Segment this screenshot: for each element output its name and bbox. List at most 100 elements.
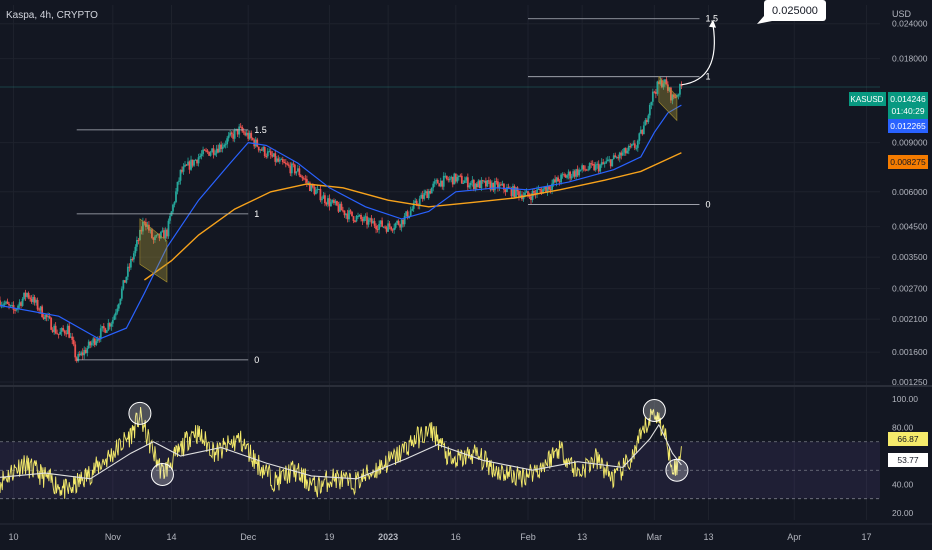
candle-body — [137, 239, 140, 241]
candle-body — [191, 159, 194, 166]
candle-body — [349, 210, 352, 212]
candle-body — [244, 132, 247, 136]
target-callout[interactable]: 0.025000 — [757, 0, 826, 24]
candle-body — [48, 316, 51, 318]
candle-body — [393, 227, 396, 230]
rsi-dip-circle-1[interactable] — [150, 462, 174, 486]
rsi-value-text: 66.87 — [897, 434, 919, 444]
candle-body — [385, 227, 388, 232]
candle-body — [47, 316, 50, 318]
candle-body — [322, 195, 325, 199]
candle-body — [522, 195, 525, 200]
candle-body — [569, 171, 572, 179]
rsi-dip-circle-2[interactable] — [665, 458, 689, 482]
candle-body — [463, 180, 466, 184]
candle-body — [366, 216, 368, 225]
bull-flag-1[interactable] — [139, 218, 168, 283]
candle-body — [539, 189, 541, 191]
candle-body — [495, 181, 498, 183]
candle-body — [105, 330, 108, 333]
candle-body — [433, 181, 436, 184]
candle-body — [396, 220, 399, 224]
rsi-peak-circle-1[interactable] — [128, 401, 152, 425]
candle-body — [247, 132, 250, 139]
candle-body — [518, 191, 520, 197]
candle-body — [603, 163, 606, 165]
bull-flag-2[interactable] — [658, 75, 678, 122]
rsi-band — [0, 441, 880, 500]
candle-body — [318, 189, 320, 191]
candle-body — [193, 160, 195, 166]
candle-body — [116, 308, 119, 313]
candle-body — [400, 219, 403, 228]
candle-body — [340, 203, 343, 211]
candle-body — [546, 186, 549, 193]
candle-body — [277, 158, 280, 162]
candle-body — [296, 168, 299, 172]
candle-body — [51, 329, 54, 332]
moving-averages — [0, 104, 682, 340]
candle-body — [179, 169, 182, 181]
candle-body — [469, 182, 472, 186]
candle-body — [391, 229, 394, 231]
candle-body — [342, 210, 344, 212]
candle-body — [298, 168, 301, 176]
candle-body — [206, 150, 209, 152]
candle-body — [292, 163, 295, 165]
fib-extensions[interactable]: 0 1 1.5 0 1 1.5 — [0, 14, 880, 365]
candle-body — [200, 154, 203, 157]
candle-body — [421, 194, 424, 199]
candle-body — [272, 153, 275, 157]
candle-body — [677, 94, 680, 96]
candle-body — [515, 187, 517, 197]
candle-body — [663, 79, 666, 84]
candle-body — [194, 159, 197, 161]
candle-body — [190, 159, 192, 170]
candle-body — [205, 150, 207, 152]
candle-body — [151, 229, 153, 238]
candle-body — [384, 226, 386, 228]
candle-body — [155, 234, 158, 237]
candle-body — [554, 179, 556, 183]
candle-body — [95, 341, 98, 345]
candle-body — [173, 202, 176, 205]
candle-body — [579, 169, 582, 171]
candle-body — [581, 165, 584, 170]
candle-body — [334, 201, 337, 204]
candle-body — [427, 190, 430, 199]
candle-body — [333, 200, 335, 204]
candle-body — [53, 325, 56, 332]
rsi-lines — [0, 406, 682, 499]
candle-body — [5, 301, 7, 304]
candle-body — [123, 280, 126, 283]
candle-body — [113, 315, 116, 320]
price-axis-tick: 0.006000 — [892, 187, 928, 197]
candle-body — [75, 357, 78, 362]
annotations[interactable] — [128, 19, 717, 486]
fib-2-level-label: 0 — [705, 200, 710, 210]
candle-body — [227, 135, 230, 139]
rsi-peak-circle-2[interactable] — [642, 398, 666, 422]
candle-body — [429, 190, 432, 194]
candle-body — [187, 161, 189, 166]
candle-body — [653, 91, 656, 93]
symbol-tag-text: KASUSD — [851, 95, 884, 104]
candle-body — [639, 129, 642, 134]
candle-body — [77, 354, 80, 362]
fib-1-level-label: 1 — [254, 209, 259, 219]
candle-body — [262, 147, 265, 151]
projection-arrow[interactable] — [681, 24, 715, 86]
candle-body — [351, 211, 353, 217]
candle-body — [673, 94, 675, 97]
candle-body — [142, 221, 144, 232]
candle-body — [451, 176, 454, 185]
candle-body — [26, 293, 28, 297]
candle-body — [188, 161, 191, 170]
candle-body — [178, 180, 180, 182]
candle-body — [3, 303, 6, 305]
candle-body — [339, 203, 341, 212]
candle-body — [11, 305, 13, 307]
candle-body — [169, 216, 171, 221]
candle-body — [487, 180, 490, 182]
